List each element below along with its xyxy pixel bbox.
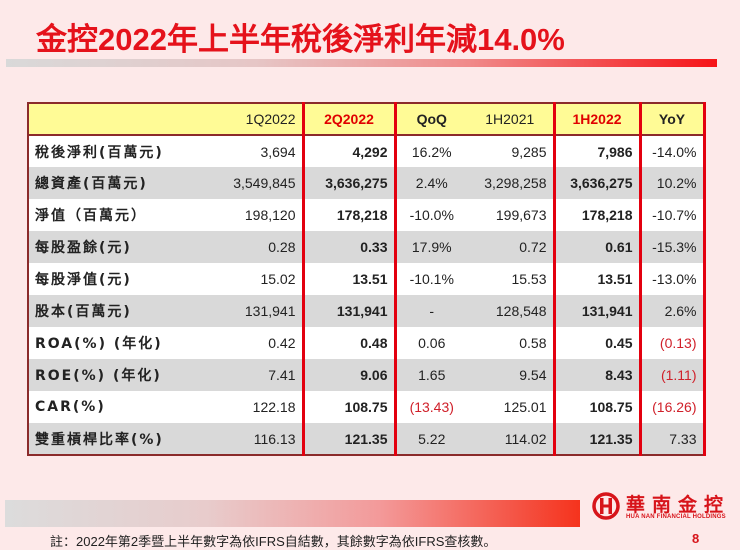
cell-1h2021: 3,298,258 (467, 167, 554, 199)
table-header-row: 1Q2022 2Q2022 QoQ 1H2021 1H2022 YoY (27, 102, 706, 136)
table-row: 總資產(百萬元) 3,549,845 3,636,275 2.4% 3,298,258 3… (27, 167, 706, 199)
cell-qoq: 17.9% (395, 231, 467, 263)
title-divider (6, 59, 717, 67)
cell-qoq: (13.43) (395, 391, 467, 423)
cell-yoy: -14.0% (640, 135, 706, 167)
cell-2q2022: 178,218 (301, 199, 397, 231)
cell-2q2022: 3,636,275 (301, 167, 397, 199)
table-row: CAR(%) 122.18 108.75 (13.43) 125.01 108.75 (16… (27, 391, 706, 423)
cell-2q2022: 0.48 (301, 327, 397, 359)
cell-1h2021: 9.54 (467, 359, 554, 391)
table-row: ROE(%) (年化) 7.41 9.06 1.65 9.54 8.43 (1.11) (27, 359, 706, 391)
table-row: 每股盈餘(元) 0.28 0.33 17.9% 0.72 0.61 -15.3% (27, 231, 706, 263)
cell-1h2022: 0.45 (552, 327, 642, 359)
cell-yoy: -10.7% (640, 199, 706, 231)
cell-2q2022: 13.51 (301, 263, 397, 295)
row-label: 稅後淨利(百萬元) (27, 135, 191, 167)
cell-qoq: - (395, 295, 467, 327)
cell-1q2022: 131,941 (191, 295, 304, 327)
row-label: 每股盈餘(元) (27, 231, 191, 263)
cell-1h2021: 0.72 (467, 231, 554, 263)
header-yoy: YoY (640, 102, 706, 136)
footer-gradient-bar (5, 500, 580, 527)
cell-1h2022: 8.43 (552, 359, 642, 391)
cell-1q2022: 122.18 (191, 391, 304, 423)
page-number: 8 (692, 531, 700, 546)
row-label: 雙重槓桿比率(%) (27, 423, 191, 456)
cell-1q2022: 7.41 (191, 359, 304, 391)
row-label: ROA(%) (年化) (27, 327, 191, 359)
cell-1h2021: 199,673 (467, 199, 554, 231)
cell-1q2022: 116.13 (191, 423, 304, 456)
header-2q2022: 2Q2022 (301, 102, 397, 136)
cell-1h2022: 13.51 (552, 263, 642, 295)
footnote: 註：2022年第2季暨上半年數字為依IFRS自結數，其餘數字為依IFRS查核數。 (50, 534, 497, 549)
financial-summary-table-container: 1Q2022 2Q2022 QoQ 1H2021 1H2022 YoY 稅後淨利… (27, 102, 706, 456)
cell-qoq: 1.65 (395, 359, 467, 391)
cell-yoy: 7.33 (640, 423, 706, 456)
cell-1q2022: 3,694 (191, 135, 304, 167)
cell-1h2022: 0.61 (552, 231, 642, 263)
hua-nan-logo: 華南金控 HUA NAN FINANCIAL HOLDINGS (592, 490, 738, 524)
cell-1h2021: 9,285 (467, 135, 554, 167)
header-qoq: QoQ (395, 102, 467, 136)
cell-2q2022: 131,941 (301, 295, 397, 327)
row-label: 總資產(百萬元) (27, 167, 191, 199)
cell-2q2022: 108.75 (301, 391, 397, 423)
table-row: 雙重槓桿比率(%) 116.13 121.35 5.22 114.02 121.35 7.3… (27, 423, 706, 456)
cell-yoy: -15.3% (640, 231, 706, 263)
cell-1h2022: 3,636,275 (552, 167, 642, 199)
cell-2q2022: 121.35 (301, 423, 397, 456)
row-label: 淨值（百萬元） (27, 199, 191, 231)
cell-1q2022: 198,120 (191, 199, 304, 231)
cell-1h2022: 7,986 (552, 135, 642, 167)
hua-nan-logo-mark-icon (592, 492, 620, 520)
cell-1h2022: 178,218 (552, 199, 642, 231)
table-row: 淨值（百萬元） 198,120 178,218 -10.0% 199,673 178,21… (27, 199, 706, 231)
cell-2q2022: 9.06 (301, 359, 397, 391)
cell-1h2022: 121.35 (552, 423, 642, 456)
header-1h2021: 1H2021 (467, 102, 554, 136)
row-label: CAR(%) (27, 391, 191, 423)
cell-qoq: -10.1% (395, 263, 467, 295)
cell-qoq: -10.0% (395, 199, 467, 231)
cell-yoy: (16.26) (640, 391, 706, 423)
table-row: 稅後淨利(百萬元) 3,694 4,292 16.2% 9,285 7,986 -14.0% (27, 135, 706, 167)
header-label-col (27, 102, 191, 136)
cell-1h2022: 108.75 (552, 391, 642, 423)
cell-2q2022: 0.33 (301, 231, 397, 263)
table-row: ROA(%) (年化) 0.42 0.48 0.06 0.58 0.45 (0.13) (27, 327, 706, 359)
cell-1h2021: 128,548 (467, 295, 554, 327)
cell-yoy: 2.6% (640, 295, 706, 327)
row-label: 每股淨值(元) (27, 263, 191, 295)
cell-1h2021: 114.02 (467, 423, 554, 456)
cell-qoq: 0.06 (395, 327, 467, 359)
cell-1q2022: 0.42 (191, 327, 304, 359)
row-label: ROE(%) (年化) (27, 359, 191, 391)
slide-title: 金控2022年上半年稅後淨利年減14.0% (36, 22, 565, 57)
cell-1q2022: 3,549,845 (191, 167, 304, 199)
logo-chinese-name: 華南金控 (626, 494, 731, 516)
cell-yoy: (0.13) (640, 327, 706, 359)
cell-1q2022: 15.02 (191, 263, 304, 295)
cell-1q2022: 0.28 (191, 231, 304, 263)
cell-2q2022: 4,292 (301, 135, 397, 167)
cell-qoq: 16.2% (395, 135, 467, 167)
cell-yoy: (1.11) (640, 359, 706, 391)
logo-english-name: HUA NAN FINANCIAL HOLDINGS (626, 514, 726, 520)
table-row: 每股淨值(元) 15.02 13.51 -10.1% 15.53 13.51 -13.0% (27, 263, 706, 295)
cell-yoy: 10.2% (640, 167, 706, 199)
header-1q2022: 1Q2022 (191, 102, 304, 136)
cell-1h2022: 131,941 (552, 295, 642, 327)
cell-qoq: 5.22 (395, 423, 467, 456)
financial-summary-table: 1Q2022 2Q2022 QoQ 1H2021 1H2022 YoY 稅後淨利… (27, 102, 706, 456)
cell-1h2021: 0.58 (467, 327, 554, 359)
table-row: 股本(百萬元) 131,941 131,941-128,548 131,941 2.6% (27, 295, 706, 327)
cell-yoy: -13.0% (640, 263, 706, 295)
header-1h2022: 1H2022 (552, 102, 642, 136)
cell-1h2021: 125.01 (467, 391, 554, 423)
cell-qoq: 2.4% (395, 167, 467, 199)
cell-1h2021: 15.53 (467, 263, 554, 295)
row-label: 股本(百萬元) (27, 295, 191, 327)
